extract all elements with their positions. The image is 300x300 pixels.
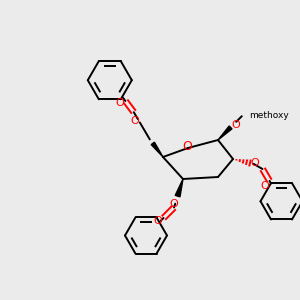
Text: O: O xyxy=(231,120,240,130)
Polygon shape xyxy=(175,179,183,197)
Polygon shape xyxy=(151,142,163,157)
Polygon shape xyxy=(218,126,232,140)
Text: O: O xyxy=(182,140,192,154)
Text: O: O xyxy=(115,98,124,108)
Text: methoxy: methoxy xyxy=(249,111,289,120)
Text: O: O xyxy=(250,158,260,168)
Text: O: O xyxy=(153,216,162,226)
Text: O: O xyxy=(169,199,178,209)
Text: O: O xyxy=(260,181,269,191)
Text: O: O xyxy=(130,116,139,126)
